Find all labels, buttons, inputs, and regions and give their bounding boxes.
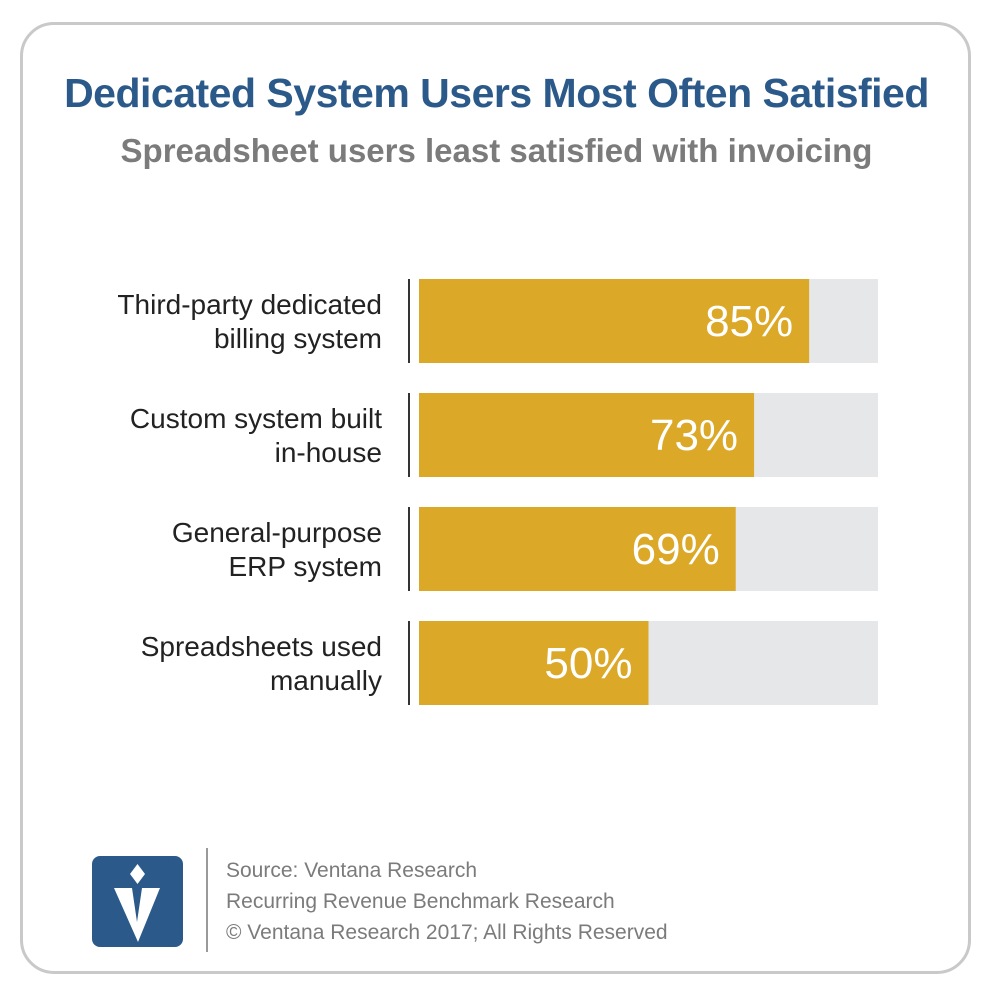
copyright-line: © Ventana Research 2017; All Rights Rese… <box>226 921 668 944</box>
chart-card <box>20 22 971 974</box>
value-label: 50% <box>544 639 632 688</box>
category-label: in-house <box>275 437 382 468</box>
category-label: ERP system <box>228 551 382 582</box>
value-label: 85% <box>705 297 793 346</box>
category-label: General-purpose <box>172 517 382 548</box>
value-label: 69% <box>632 525 720 574</box>
ventana-v-logo-icon <box>92 856 183 947</box>
bar <box>419 507 736 591</box>
source-line: Source: Ventana Research <box>226 859 477 882</box>
category-label: manually <box>270 665 382 696</box>
category-label: Custom system built <box>130 403 382 434</box>
category-label: Third-party dedicated <box>117 289 382 320</box>
category-label: Spreadsheets used <box>141 631 382 662</box>
bar <box>419 393 755 477</box>
bar <box>419 279 810 363</box>
bar <box>419 621 649 705</box>
footer-divider <box>206 848 208 952</box>
source-block: Source: Ventana Research Recurring Reven… <box>226 855 668 948</box>
category-label: billing system <box>214 323 382 354</box>
chart-title: Dedicated System Users Most Often Satisf… <box>64 70 929 116</box>
value-label: 73% <box>650 411 738 460</box>
chart-subtitle: Spreadsheet users least satisfied with i… <box>120 132 873 169</box>
source-line: Recurring Revenue Benchmark Research <box>226 890 615 913</box>
